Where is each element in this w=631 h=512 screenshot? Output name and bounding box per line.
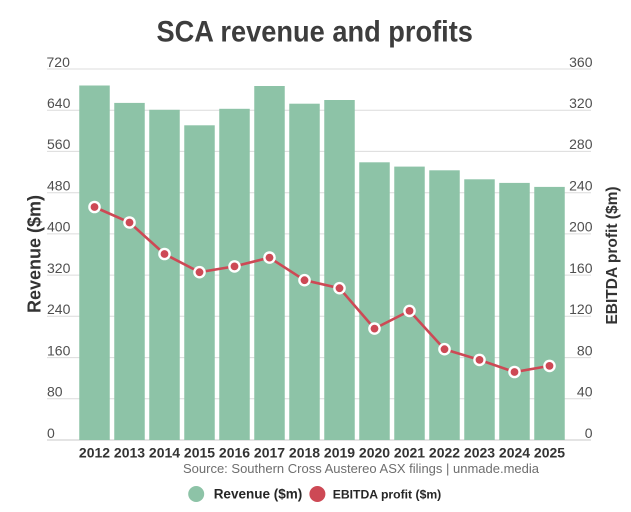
svg-text:160: 160 xyxy=(569,260,593,276)
svg-text:2015: 2015 xyxy=(184,444,215,460)
svg-text:200: 200 xyxy=(569,219,593,235)
svg-text:EBITDA profit ($m): EBITDA profit ($m) xyxy=(604,186,621,324)
svg-text:240: 240 xyxy=(47,301,71,317)
svg-text:2013: 2013 xyxy=(114,444,145,460)
svg-text:2023: 2023 xyxy=(464,444,495,460)
svg-text:320: 320 xyxy=(569,95,593,111)
svg-text:40: 40 xyxy=(577,384,593,400)
svg-text:80: 80 xyxy=(577,342,593,358)
svg-text:640: 640 xyxy=(47,95,71,111)
svg-text:Source: Southern Cross Austere: Source: Southern Cross Austereo ASX fili… xyxy=(183,461,540,476)
svg-text:SCA revenue and profits: SCA revenue and profits xyxy=(156,16,473,49)
svg-text:240: 240 xyxy=(569,178,593,194)
svg-text:Revenue ($m): Revenue ($m) xyxy=(25,195,45,313)
svg-text:360: 360 xyxy=(569,54,593,70)
svg-text:160: 160 xyxy=(47,342,71,358)
svg-text:2017: 2017 xyxy=(254,444,285,460)
svg-text:120: 120 xyxy=(569,301,593,317)
svg-text:2019: 2019 xyxy=(324,444,355,460)
svg-text:320: 320 xyxy=(47,260,71,276)
svg-text:2014: 2014 xyxy=(149,444,180,460)
svg-text:280: 280 xyxy=(569,136,593,152)
svg-text:2022: 2022 xyxy=(429,444,460,460)
svg-text:400: 400 xyxy=(47,219,71,235)
svg-text:2018: 2018 xyxy=(289,444,320,460)
svg-text:EBITDA profit ($m): EBITDA profit ($m) xyxy=(333,488,442,502)
svg-text:Revenue ($m): Revenue ($m) xyxy=(214,487,303,502)
svg-text:2012: 2012 xyxy=(79,444,110,460)
svg-text:2021: 2021 xyxy=(394,444,425,460)
svg-text:80: 80 xyxy=(47,384,63,400)
svg-text:2020: 2020 xyxy=(359,444,390,460)
svg-text:480: 480 xyxy=(47,178,71,194)
svg-text:560: 560 xyxy=(47,136,71,152)
svg-text:2025: 2025 xyxy=(534,444,565,460)
svg-text:2024: 2024 xyxy=(499,444,530,460)
svg-text:0: 0 xyxy=(585,425,593,441)
svg-text:720: 720 xyxy=(47,54,71,70)
svg-text:0: 0 xyxy=(47,425,55,441)
svg-text:2016: 2016 xyxy=(219,444,250,460)
